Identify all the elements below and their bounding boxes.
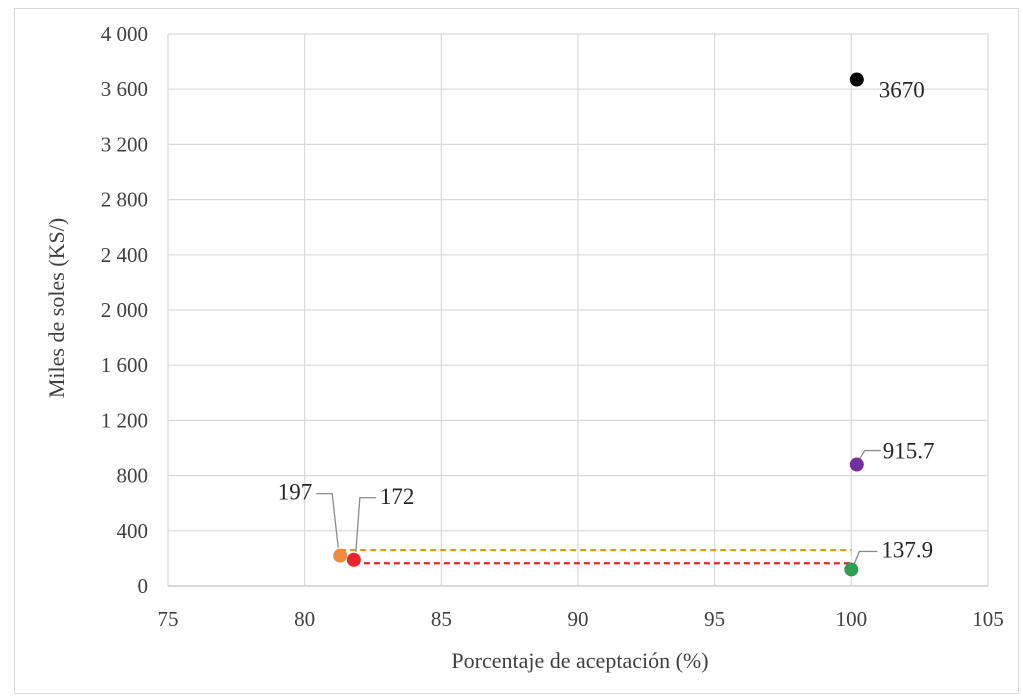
y-axis-title: Miles de soles (KS/): [44, 218, 69, 398]
data-point: [346, 552, 361, 567]
data-label: 172: [380, 484, 415, 509]
x-tick-label: 105: [972, 607, 1004, 631]
x-tick-label: 75: [158, 607, 179, 631]
y-tick-label: 400: [117, 519, 149, 543]
x-tick-label: 90: [568, 607, 589, 631]
data-point: [333, 548, 348, 563]
data-point: [844, 562, 859, 577]
leader-line: [355, 497, 376, 552]
data-point: [849, 457, 864, 472]
y-tick-label: 1 600: [101, 353, 148, 377]
x-tick-label: 85: [431, 607, 452, 631]
y-tick-label: 4 000: [101, 22, 148, 46]
y-tick-label: 800: [117, 464, 149, 488]
data-point: [849, 72, 864, 87]
leader-line: [859, 449, 881, 459]
data-label: 915.7: [883, 439, 935, 464]
x-tick-label: 95: [704, 607, 725, 631]
y-tick-label: 3 200: [101, 132, 148, 156]
x-tick-label: 80: [294, 607, 315, 631]
x-axis-title: Porcentaje de aceptación (%): [451, 648, 708, 673]
leader-line: [316, 492, 339, 548]
data-label: 197: [278, 480, 313, 505]
data-label: 137.9: [881, 537, 933, 562]
y-tick-label: 2 000: [101, 298, 148, 322]
tick-labels: 0 400 800 1 200 1 600 2 000 2 400 2 800 3 200 3 6…: [101, 22, 1004, 631]
y-tick-label: 0: [138, 574, 149, 598]
reference-lines: [340, 549, 852, 565]
y-tick-label: 2 800: [101, 188, 148, 212]
data-label: 3670: [879, 78, 925, 103]
y-tick-label: 2 400: [101, 243, 148, 267]
y-tick-label: 3 600: [101, 77, 148, 101]
leader-line: [853, 550, 878, 564]
x-tick-label: 100: [836, 607, 868, 631]
y-tick-label: 1 200: [101, 408, 148, 432]
data-points: [333, 72, 864, 577]
data-labels: 3670 915.7 137.9 197 172: [278, 78, 935, 564]
grid-layer: [167, 33, 989, 587]
